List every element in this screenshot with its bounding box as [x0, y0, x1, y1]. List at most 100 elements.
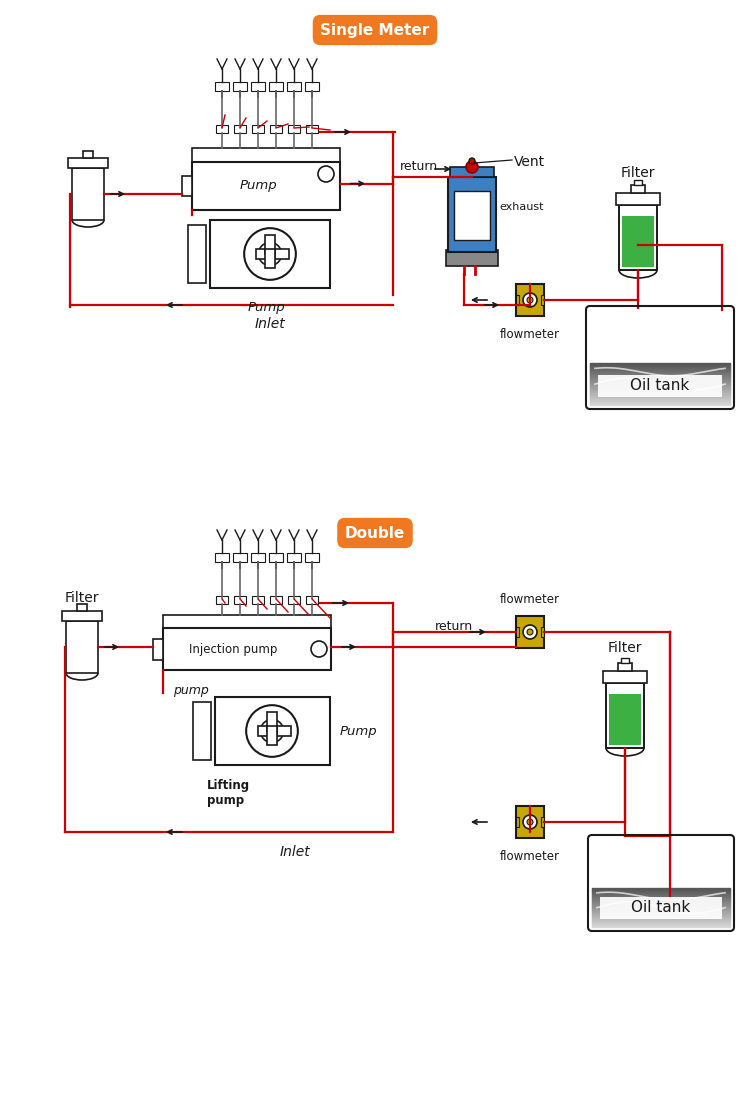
Bar — [305, 82, 319, 91]
Bar — [516, 284, 544, 316]
Text: Lifting
pump: Lifting pump — [207, 779, 250, 807]
Bar — [618, 663, 632, 671]
Bar — [188, 226, 206, 283]
Bar — [251, 82, 265, 91]
Bar — [210, 220, 330, 288]
Bar — [234, 125, 246, 133]
Text: Single Meter: Single Meter — [320, 22, 430, 37]
Bar — [252, 125, 264, 133]
Bar — [193, 702, 211, 760]
Bar — [270, 596, 282, 604]
Bar — [450, 167, 494, 177]
Bar — [603, 671, 647, 683]
Bar — [192, 148, 340, 162]
Bar — [252, 596, 264, 604]
Text: Inlet: Inlet — [280, 845, 310, 859]
Bar — [182, 176, 192, 196]
Circle shape — [523, 815, 537, 829]
Bar — [454, 191, 490, 240]
Circle shape — [527, 820, 533, 825]
Bar — [267, 726, 277, 745]
Bar — [622, 216, 654, 267]
Bar — [448, 177, 496, 252]
Bar — [269, 82, 283, 91]
Bar — [77, 604, 87, 611]
Bar — [68, 158, 108, 168]
Circle shape — [527, 629, 533, 635]
Text: Oil tank: Oil tank — [630, 378, 690, 394]
Bar — [234, 596, 246, 604]
Bar — [288, 596, 300, 604]
Circle shape — [523, 293, 537, 307]
Bar — [72, 168, 104, 220]
Bar — [272, 726, 290, 736]
Bar — [259, 726, 277, 736]
Text: return: return — [435, 620, 473, 634]
Circle shape — [469, 158, 475, 164]
Bar — [233, 82, 247, 91]
Circle shape — [466, 161, 478, 173]
Bar — [619, 205, 657, 270]
Bar — [163, 628, 331, 670]
Bar — [216, 125, 228, 133]
Circle shape — [523, 625, 537, 639]
Bar — [306, 596, 318, 604]
Text: Filter: Filter — [64, 591, 99, 605]
Bar — [153, 638, 163, 660]
Bar — [215, 553, 229, 562]
Text: Pump: Pump — [340, 725, 377, 737]
Bar — [306, 125, 318, 133]
Bar — [66, 621, 98, 673]
Text: Injection pump: Injection pump — [189, 642, 278, 656]
Text: Filter: Filter — [621, 166, 656, 180]
Circle shape — [259, 242, 281, 265]
Bar — [233, 553, 247, 562]
Bar — [269, 553, 283, 562]
Bar — [270, 249, 289, 258]
Text: flowmeter: flowmeter — [500, 328, 560, 341]
Bar — [606, 683, 644, 748]
Bar — [600, 896, 722, 918]
Text: Vent: Vent — [514, 155, 545, 169]
Bar — [541, 627, 544, 637]
Bar — [516, 817, 519, 827]
Bar — [265, 249, 275, 267]
Bar — [215, 82, 229, 91]
Text: exhaust: exhaust — [499, 202, 544, 212]
Bar — [446, 250, 498, 266]
Bar — [270, 125, 282, 133]
Bar — [606, 683, 644, 748]
Text: pump: pump — [173, 684, 208, 697]
Bar — [541, 817, 544, 827]
Bar — [215, 697, 330, 764]
Bar — [598, 375, 722, 397]
Bar — [619, 205, 657, 270]
Bar — [267, 713, 277, 732]
Bar — [287, 82, 301, 91]
Bar — [516, 627, 519, 637]
Circle shape — [246, 705, 298, 757]
Bar — [516, 616, 544, 648]
Circle shape — [311, 641, 327, 657]
Bar — [192, 162, 340, 210]
Text: Oil tank: Oil tank — [632, 901, 691, 915]
Bar — [305, 553, 319, 562]
Circle shape — [527, 297, 533, 302]
Text: Pump: Pump — [248, 301, 285, 314]
Bar — [288, 125, 300, 133]
Bar — [541, 295, 544, 305]
Bar — [516, 295, 519, 305]
Bar — [609, 694, 641, 745]
Bar — [216, 596, 228, 604]
Circle shape — [244, 228, 296, 279]
Text: flowmeter: flowmeter — [500, 850, 560, 864]
Bar — [621, 658, 629, 663]
Text: Pump: Pump — [239, 179, 277, 192]
Bar — [634, 180, 642, 185]
Text: flowmeter: flowmeter — [500, 593, 560, 606]
Bar — [265, 235, 275, 254]
Circle shape — [318, 166, 334, 182]
Text: Inlet: Inlet — [254, 317, 285, 331]
Bar — [616, 192, 660, 205]
Bar — [251, 553, 265, 562]
